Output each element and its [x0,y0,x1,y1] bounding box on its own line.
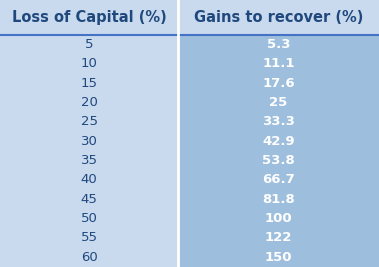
Text: 17.6: 17.6 [262,77,295,90]
Text: 10: 10 [81,57,97,70]
Text: 81.8: 81.8 [262,193,295,206]
Text: 150: 150 [265,251,292,264]
Text: 40: 40 [81,173,97,186]
Text: 45: 45 [81,193,97,206]
Text: 5.3: 5.3 [267,38,290,51]
Text: 15: 15 [81,77,97,90]
Text: 53.8: 53.8 [262,154,295,167]
Text: Gains to recover (%): Gains to recover (%) [194,10,363,25]
Text: 100: 100 [265,212,292,225]
Text: 35: 35 [81,154,97,167]
Text: 122: 122 [265,231,292,245]
Text: 5: 5 [85,38,93,51]
Text: 25: 25 [81,115,97,128]
Text: 11.1: 11.1 [262,57,295,70]
Text: 25: 25 [269,96,288,109]
Text: 60: 60 [81,251,97,264]
Text: Loss of Capital (%): Loss of Capital (%) [12,10,166,25]
Text: 55: 55 [81,231,97,245]
Text: 66.7: 66.7 [262,173,295,186]
Bar [178,35,379,267]
Text: 30: 30 [81,135,97,148]
Bar [0,0,178,35]
Text: 50: 50 [81,212,97,225]
Bar [178,0,379,35]
Text: 42.9: 42.9 [262,135,295,148]
Text: 20: 20 [81,96,97,109]
Text: 33.3: 33.3 [262,115,295,128]
